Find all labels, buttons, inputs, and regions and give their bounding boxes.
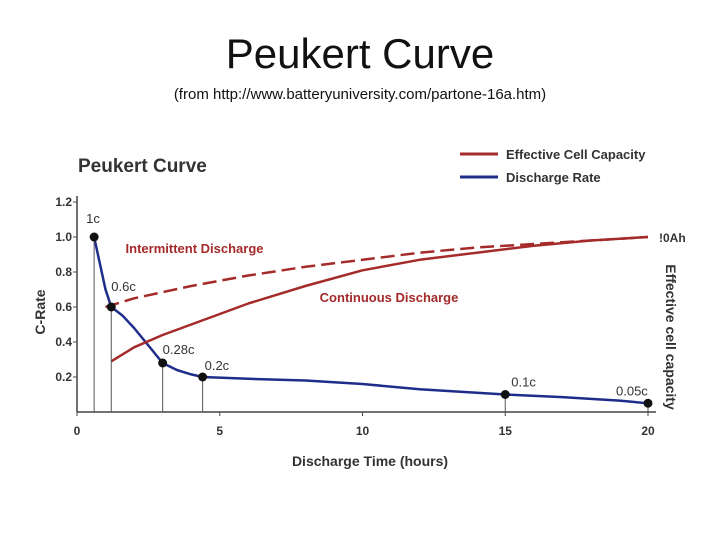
y-tick-label: 0.8 [55,265,72,279]
x-axis-label: Discharge Time (hours) [292,453,448,469]
y-tick-label: 0.4 [55,335,72,349]
data-point [500,390,510,399]
data-point [158,358,168,368]
data-point [198,372,208,382]
y-tick-label: 1.0 [55,230,72,244]
series-layer: Intermittent Discharge Continuous Dischar… [92,235,649,405]
x-tick-label: 15 [499,424,513,438]
legend: Effective Cell Capacity Discharge Rate [460,147,646,185]
y2-tick-label: !0Ah [659,231,686,245]
legend-label: Discharge Rate [506,170,601,185]
data-point [89,232,99,242]
data-point [106,302,116,312]
y2-axis-label: Effective cell capacity [663,264,679,410]
series-line-continuous-discharge [110,235,649,363]
intermittent-discharge-label: Intermittent Discharge [126,241,264,256]
point-label: 0.28c [163,342,195,357]
x-tick-label: 5 [216,424,223,438]
point-label: 0.2c [205,358,230,373]
series-line-intermittent-discharge [105,235,649,309]
axes: 0.2 0.4 0.6 0.8 1.0 1.2 0 5 10 15 20 [55,195,656,438]
point-label: 0.05c [616,383,648,398]
x-tick-label: 10 [356,424,370,438]
point-label: 0.1c [511,375,536,390]
point-label: 1c [86,211,100,226]
y-tick-label: 1.2 [55,195,72,209]
y-axis-label: C-Rate [32,289,48,334]
chart-title: Peukert Curve [78,156,207,177]
y-tick-label: 0.2 [55,370,72,384]
slide-title: Peukert Curve [225,30,495,77]
legend-label: Effective Cell Capacity [506,147,646,162]
series-line-discharge-rate [92,236,649,405]
continuous-discharge-label: Continuous Discharge [320,290,459,305]
point-label: 0.6c [111,279,136,294]
data-point [643,398,653,408]
y-tick-label: 0.6 [55,300,72,314]
x-tick-label: 20 [641,424,655,438]
slide-subtitle: (from http://www.batteryuniversity.com/p… [173,86,547,103]
x-tick-label: 0 [74,424,81,438]
points-layer: 1c 0.6c 0.28c 0.2c 0.1c 0.05c [86,211,653,412]
chart-background [70,140,680,480]
